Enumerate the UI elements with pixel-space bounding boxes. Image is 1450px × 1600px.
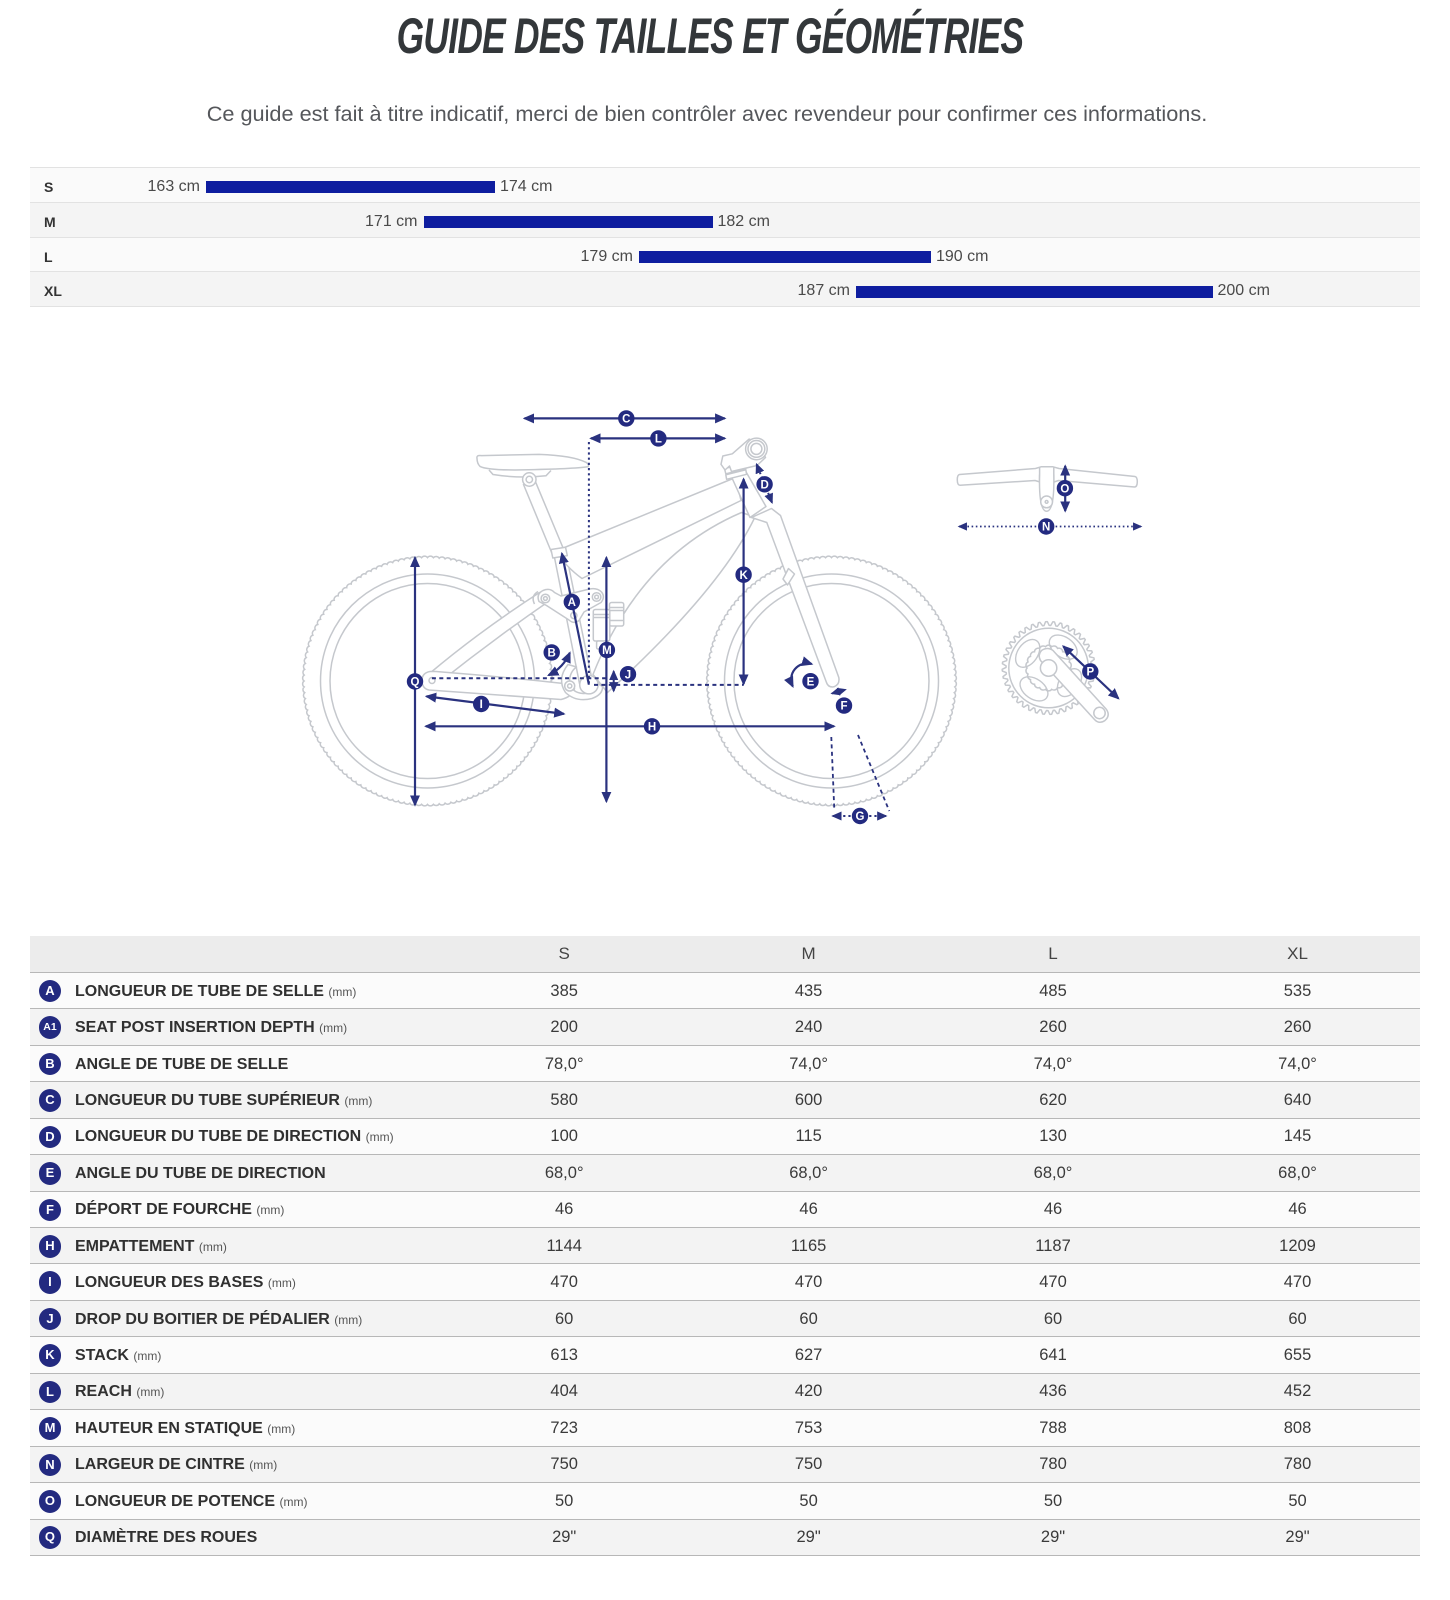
svg-text:F: F: [840, 701, 847, 713]
svg-text:O: O: [1060, 483, 1069, 495]
svg-text:A: A: [568, 597, 576, 609]
svg-text:M: M: [602, 645, 612, 657]
svg-text:G: G: [856, 811, 865, 823]
svg-text:E: E: [807, 676, 815, 688]
svg-text:K: K: [739, 570, 748, 582]
svg-text:B: B: [548, 648, 556, 660]
svg-text:Q: Q: [411, 677, 420, 689]
svg-text:J: J: [625, 669, 631, 681]
svg-text:H: H: [648, 721, 656, 733]
svg-text:L: L: [655, 434, 662, 446]
svg-text:C: C: [622, 414, 630, 426]
svg-text:I: I: [480, 699, 483, 711]
svg-text:P: P: [1086, 667, 1094, 679]
svg-text:D: D: [760, 479, 768, 491]
svg-text:N: N: [1042, 522, 1050, 534]
